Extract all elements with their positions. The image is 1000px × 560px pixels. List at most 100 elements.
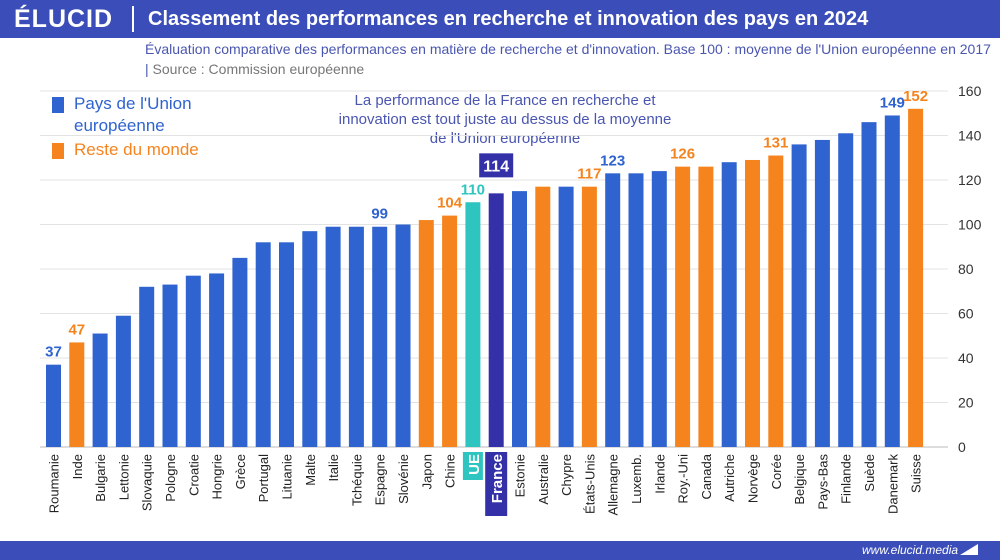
bar-4 — [115, 315, 131, 447]
x-tick-label-3: Bulgarie — [93, 454, 108, 502]
bar-15 — [372, 226, 388, 447]
data-label-37: 149 — [880, 94, 905, 111]
bar-7 — [185, 275, 201, 447]
legend-label-eu: Pays de l'Union européenne — [74, 94, 192, 135]
y-tick-label-120: 120 — [958, 172, 982, 188]
x-tick-label-26: Luxemb. — [629, 454, 644, 504]
legend-label-world: Reste du monde — [74, 140, 199, 159]
y-tick-label-20: 20 — [958, 395, 974, 411]
x-tick-label-30: Autriche — [722, 454, 737, 502]
bar-12 — [302, 231, 318, 447]
x-tick-label-11: Lituanie — [280, 454, 295, 500]
x-tick-label-8: Hongrie — [210, 454, 225, 500]
bar-13 — [325, 226, 341, 447]
x-tick-label-22: Australie — [536, 454, 551, 505]
bar-16 — [395, 224, 411, 447]
bar-5 — [139, 286, 155, 447]
bar-21 — [512, 191, 527, 447]
x-tick-label-17: Japon — [419, 454, 434, 489]
x-tick-label-35: Finlande — [839, 454, 854, 504]
x-tick-label-28: Roy.-Uni — [676, 454, 691, 504]
data-label-box-20 — [479, 153, 514, 178]
bar-36 — [861, 122, 877, 448]
source-text: Source : Commission européenne — [152, 61, 365, 77]
elucid-mark-icon — [960, 544, 978, 555]
data-label-19: 110 — [461, 181, 485, 198]
bar-10 — [255, 242, 271, 447]
x-tick-label-23: Chypre — [559, 454, 574, 496]
data-label-24: 117 — [577, 166, 601, 183]
bar-28 — [675, 166, 691, 447]
bar-3 — [92, 333, 108, 447]
bar-35 — [838, 133, 854, 447]
data-label-38: 152 — [903, 88, 928, 105]
x-tick-label-1: Roumanie — [47, 454, 62, 513]
bar-1 — [46, 364, 61, 447]
data-label-20: 114 — [483, 158, 509, 175]
bar-31 — [745, 159, 760, 447]
data-label-32: 131 — [763, 135, 788, 152]
y-tick-label-0: 0 — [958, 439, 966, 455]
header-bar: ÉLUCID Classement des performances en re… — [0, 0, 1000, 38]
bar-30 — [721, 162, 737, 447]
x-tick-label-24: États-Unis — [582, 454, 597, 514]
x-tick-label-2: Inde — [70, 454, 85, 479]
bar-2 — [69, 342, 85, 447]
data-label-15: 99 — [371, 206, 388, 223]
data-label-28: 126 — [670, 146, 695, 163]
logo-separator — [132, 6, 134, 32]
x-tick-label-9: Grèce — [233, 454, 248, 489]
x-tick-label-6: Pologne — [163, 454, 178, 502]
legend-swatch-world — [52, 143, 64, 159]
bar-33 — [791, 144, 807, 447]
bar-29 — [698, 166, 714, 447]
x-label-box-19 — [462, 452, 483, 480]
legend-item-eu: Pays de l'Union européenne — [52, 93, 234, 137]
page-title: Classement des performances en recherche… — [148, 8, 869, 30]
bar-8 — [209, 273, 225, 447]
x-tick-label-25: Allemagne — [606, 454, 621, 515]
bar-19 — [465, 202, 481, 447]
y-tick-label-160: 160 — [958, 83, 982, 99]
elucid-logo[interactable]: ÉLUCID — [14, 5, 114, 33]
bar-24 — [581, 186, 597, 448]
bar-17 — [418, 220, 434, 447]
x-tick-label-5: Slovaquie — [140, 454, 155, 511]
subtitle-text: Évaluation comparative des performances … — [145, 41, 991, 57]
bar-9 — [232, 257, 248, 447]
x-tick-label-7: Croatie — [186, 454, 201, 496]
x-tick-label-34: Pays-Bas — [815, 454, 830, 510]
footer-url[interactable]: www.elucid.media — [862, 543, 959, 557]
bar-27 — [651, 171, 667, 447]
bar-11 — [279, 242, 294, 447]
x-tick-label-33: Belgique — [792, 454, 807, 505]
y-tick-label-60: 60 — [958, 306, 974, 322]
x-tick-label-21: Estonie — [513, 454, 528, 497]
chart-legend: Pays de l'Union européenne Reste du mond… — [52, 93, 234, 163]
x-tick-label-15: Espagne — [373, 454, 388, 505]
x-tick-label-18: Chine — [443, 454, 458, 488]
x-tick-label-16: Slovénie — [396, 454, 411, 504]
legend-item-world: Reste du monde — [52, 139, 234, 161]
bar-38 — [908, 108, 924, 448]
bar-18 — [442, 215, 458, 447]
x-tick-label-12: Malte — [303, 454, 318, 486]
bar-23 — [558, 186, 574, 448]
data-label-18: 104 — [437, 195, 463, 212]
x-tick-label-10: Portugal — [256, 454, 271, 503]
x-tick-label-19: UE — [466, 454, 483, 475]
x-tick-label-38: Suisse — [909, 454, 924, 493]
y-tick-label-40: 40 — [958, 350, 974, 366]
x-tick-label-4: Lettonie — [116, 454, 131, 500]
x-tick-label-31: Norvège — [746, 454, 761, 503]
data-label-2: 47 — [68, 321, 85, 338]
data-label-1: 37 — [45, 344, 62, 361]
data-label-25: 123 — [600, 152, 625, 169]
x-tick-label-27: Irlande — [652, 454, 667, 494]
x-tick-label-37: Danemark — [885, 454, 900, 514]
bar-25 — [605, 173, 621, 447]
x-tick-label-20: France — [489, 454, 506, 503]
x-tick-label-14: Tchéquie — [349, 454, 364, 506]
x-label-box-20 — [485, 452, 508, 516]
